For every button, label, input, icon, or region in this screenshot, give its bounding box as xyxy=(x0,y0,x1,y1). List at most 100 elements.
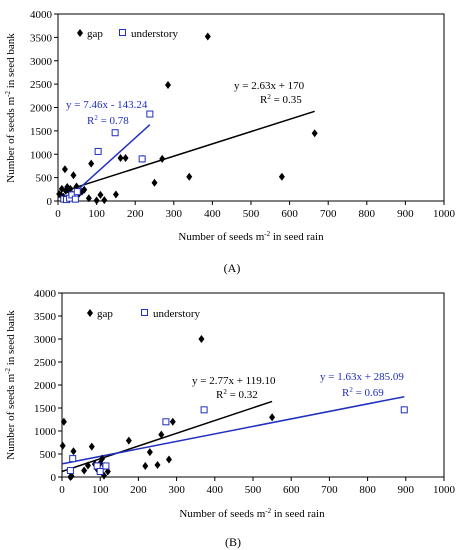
chart-b-x-tick-label: 700 xyxy=(321,484,338,496)
chart-b-gap-equation: y = 2.77x + 119.10 xyxy=(192,375,276,387)
chart-b-x-axis-label-sup: -2 xyxy=(265,507,271,515)
chart-a-gap-point xyxy=(117,153,124,162)
chart-a-x-tick-label: 800 xyxy=(359,208,376,220)
chart-a-gap-point xyxy=(112,190,119,199)
chart-a-understory-equation: y = 7.46x - 143.24 xyxy=(66,99,148,111)
chart-b-x-ticks: 0 100 200 300 400 500 600 700 800 900 1000 xyxy=(59,477,456,496)
chart-b-x-tick-label: 500 xyxy=(245,484,262,496)
chart-b-understory-point xyxy=(69,455,77,463)
chart-b-x-tick-label: 800 xyxy=(359,484,376,496)
chart-a-y-tick-label: 2500 xyxy=(30,79,53,91)
chart-b-understory-point xyxy=(400,406,408,414)
chart-a-y-tick-label: 1000 xyxy=(30,149,53,161)
chart-a-gap-point xyxy=(101,196,108,205)
chart-a-x-tick-label: 900 xyxy=(397,208,414,220)
chart-a-gap-point xyxy=(204,32,211,41)
chart-a-understory-r2: R2 = 0.78 xyxy=(87,114,129,127)
chart-a-understory-r2-value: = 0.78 xyxy=(98,115,129,127)
chart-a-gap-point xyxy=(61,165,68,174)
chart-b-y-axis-label-main: Number of seeds m xyxy=(5,373,17,459)
chart-b-y-axis-label-sup: -2 xyxy=(4,368,12,374)
chart-b-gap-point xyxy=(60,417,67,426)
chart-a-y-axis-label-sup: -2 xyxy=(4,91,12,97)
chart-b-gap-point xyxy=(104,467,111,476)
chart-a-gap-point xyxy=(67,184,74,193)
chart-a-gap-point xyxy=(159,154,166,163)
chart-a-y-tick-label: 1500 xyxy=(30,126,53,138)
chart-a-x-tick-label: 400 xyxy=(204,208,221,220)
chart-b-understory-r2: R2 = 0.69 xyxy=(342,386,384,399)
chart-a-gap-point xyxy=(151,178,158,187)
chart-b-gap-point xyxy=(84,461,91,470)
chart-b-gap-point xyxy=(146,448,153,457)
chart-a-x-tick-label: 700 xyxy=(320,208,337,220)
chart-b-gap-r2-sup: 2 xyxy=(223,388,227,396)
chart-b-gap-r2-value: = 0.32 xyxy=(227,389,258,401)
chart-b-y-tick-label: 1000 xyxy=(34,426,57,438)
chart-a-legend: gap understory xyxy=(77,28,179,40)
chart-a-gap-point xyxy=(93,196,100,205)
chart-b-gap-point xyxy=(198,335,205,343)
chart-b-y-tick-label: 4000 xyxy=(34,288,57,300)
chart-a-x-axis-label-main: Number of seeds m xyxy=(178,231,264,243)
chart-b-y-ticks: 0 500 1000 1500 2000 2500 3000 3500 4000 xyxy=(34,288,62,484)
chart-b-gap-point xyxy=(81,466,88,475)
chart-b-gap-point xyxy=(142,461,149,470)
chart-b-y-tick-label: 3500 xyxy=(34,311,57,323)
chart-a-y-axis-label-main: Number of seeds m xyxy=(5,96,17,182)
chart-b-understory-point xyxy=(66,467,74,475)
chart-b-legend-gap-label: gap xyxy=(97,308,113,320)
chart-b-y-tick-label: 1500 xyxy=(34,403,57,415)
chart-a-gap-point xyxy=(186,172,193,181)
chart-a-gap-r2: R2 = 0.35 xyxy=(260,93,302,106)
chart-b-y-tick-label: 500 xyxy=(40,449,57,461)
chart-b-gap-point xyxy=(154,461,161,470)
chart-b-x-tick-label: 600 xyxy=(283,484,300,496)
chart-b-understory-point xyxy=(102,462,110,470)
chart-a-x-tick-label: 200 xyxy=(127,208,144,220)
chart-b-understory-point xyxy=(200,406,208,414)
chart-a-gap-point xyxy=(311,129,318,138)
chart-a-gap-r2-value: = 0.35 xyxy=(271,94,302,106)
chart-a-panel-label: (A) xyxy=(224,261,241,275)
chart-a-y-tick-label: 2000 xyxy=(30,103,53,115)
chart-a-y-axis-label: Number of seeds m-2 in seed bank xyxy=(4,33,17,183)
chart-b-understory-point xyxy=(96,467,104,475)
chart-b-x-tick-label: 1000 xyxy=(433,484,456,496)
chart-a-points xyxy=(56,32,318,205)
chart-a-gap-point xyxy=(81,185,88,194)
chart-a-x-tick-label: 300 xyxy=(166,208,183,220)
chart-a-gap-equation: y = 2.63x + 170 xyxy=(234,80,305,92)
chart-a-x-tick-label: 100 xyxy=(88,208,105,220)
chart-b-gap-point xyxy=(125,436,132,445)
chart-b-y-tick-label: 0 xyxy=(51,472,57,484)
chart-b-y-axis-label-tail: in seed bank xyxy=(5,310,17,368)
chart-b-legend: gap understory xyxy=(87,308,201,320)
chart-a-x-tick-label: 600 xyxy=(281,208,298,220)
chart-a-y-tick-label: 0 xyxy=(47,196,53,208)
chart-a-understory-trendline xyxy=(65,124,151,202)
chart-a-x-tick-label: 1000 xyxy=(433,208,456,220)
chart-b-understory-point xyxy=(162,418,170,426)
chart-a-trendlines xyxy=(63,110,315,202)
chart-a-x-ticks: 0 100 200 300 400 500 600 700 800 900 1000 xyxy=(55,201,456,220)
chart-a-gap-r2-label: R xyxy=(260,94,268,106)
chart-b-points xyxy=(59,335,408,481)
chart-a-understory-point xyxy=(71,195,79,203)
chart-b-trendlines xyxy=(61,395,405,473)
chart-b-y-tick-label: 3000 xyxy=(34,334,57,346)
chart-a-understory-point xyxy=(146,110,154,118)
chart-b-x-tick-label: 0 xyxy=(59,484,65,496)
chart-b-panel-label: (B) xyxy=(225,535,241,549)
chart-a-gap-point xyxy=(88,159,95,168)
chart-a-gap-trendline xyxy=(63,110,315,192)
chart-a-y-tick-label: 500 xyxy=(36,173,53,185)
chart-b-gap-point xyxy=(70,447,77,456)
chart-a-understory-r2-sup: 2 xyxy=(94,114,98,122)
chart-a-x-tick-label: 0 xyxy=(55,208,61,220)
chart-a-understory-point xyxy=(73,188,81,196)
chart-b-gap-point xyxy=(68,472,75,481)
chart-b-x-axis-label: Number of seeds m-2 in seed rain xyxy=(179,507,325,520)
chart-a-understory-point xyxy=(94,147,102,155)
